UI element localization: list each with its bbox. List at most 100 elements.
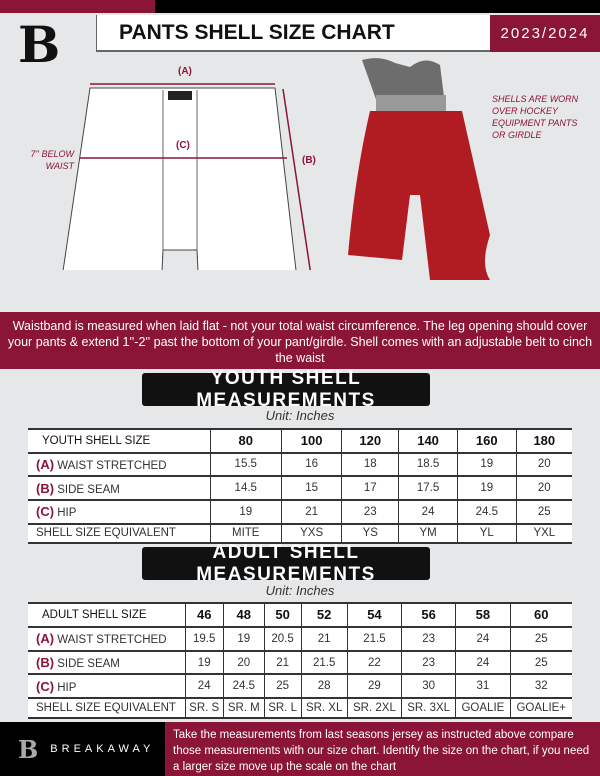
table-cell: 21.5: [300, 650, 348, 676]
table-cell: 29: [346, 674, 402, 700]
row-letter: (C): [36, 504, 55, 520]
table-cell: 19: [184, 650, 224, 676]
table-cell: 24.5: [456, 499, 517, 525]
size-label: YOUTH SHELL SIZE: [28, 428, 210, 454]
table-cell: YM: [398, 523, 458, 544]
table-cell: 23: [341, 499, 399, 525]
table-cell: 17.5: [398, 476, 458, 501]
row-name: HIP: [57, 507, 77, 520]
table-cell: 20: [222, 650, 265, 676]
size-header: 50: [263, 602, 301, 628]
table-cell: 18.5: [398, 452, 458, 478]
row-name: WAIST STRETCHED: [57, 459, 167, 472]
table-cell: 23: [401, 650, 456, 676]
table-cell: 15.5: [209, 452, 282, 478]
table-cell: 20: [515, 452, 572, 478]
table-row: (C) HIP 19 21 23 24 24.5 25: [28, 499, 572, 525]
table-cell: 19.5: [184, 626, 224, 652]
table-cell: 24.5: [222, 674, 265, 700]
row-letter: (B): [36, 480, 55, 496]
row-label: (C) HIP: [28, 499, 210, 525]
row-name: WAIST STRETCHED: [57, 634, 167, 647]
size-header: 80: [209, 428, 282, 454]
table-cell: YL: [456, 523, 517, 544]
table-cell: YXS: [280, 523, 342, 544]
size-header: 52: [300, 602, 348, 628]
table-cell: GOALIE+: [509, 698, 572, 719]
header-row: ADULT SHELL SIZE 46 48 50 52 54 56 58 60: [28, 602, 572, 628]
row-letter: (A): [36, 631, 55, 647]
row-label: (C) HIP: [28, 674, 185, 700]
table-cell: 16: [280, 452, 342, 478]
label-c: (C): [176, 140, 190, 151]
hip-note: 7'' BELOW WAIST: [30, 149, 74, 171]
row-letter: (C): [36, 678, 55, 694]
buckle-icon: [168, 91, 192, 100]
row-label: (B) SIDE SEAM: [28, 650, 185, 676]
row-name: SHELL SIZE EQUIVALENT: [36, 527, 176, 540]
table-cell: 14.5: [209, 476, 282, 501]
adult-table: ADULT SHELL SIZE 46 48 50 52 54 56 58 60 (A) WAIS…: [28, 602, 572, 719]
breakaway-logo-icon: B: [18, 734, 39, 764]
footer-instructions: Take the measurements from last seasons …: [165, 722, 600, 776]
row-name: SIDE SEAM: [57, 483, 120, 496]
table-cell: 25: [509, 650, 572, 676]
size-header: 56: [401, 602, 456, 628]
table-cell: SR. S: [184, 698, 224, 719]
table-row: SHELL SIZE EQUIVALENT SR. S SR. M SR. L SR. …: [28, 698, 572, 719]
row-label: (A) WAIST STRETCHED: [28, 626, 185, 652]
table-cell: 21.5: [346, 626, 402, 652]
table-row: (B) SIDE SEAM 14.5 15 17 17.5 19 20: [28, 476, 572, 501]
table-cell: 21: [263, 650, 301, 676]
row-name: HIP: [57, 681, 77, 694]
table-row: (C) HIP 24 24.5 25 28 29 30 31 32: [28, 674, 572, 700]
table-cell: SR. M: [222, 698, 265, 719]
row-letter: (B): [36, 655, 55, 671]
row-label: (B) SIDE SEAM: [28, 476, 210, 501]
size-header: 180: [515, 428, 572, 454]
size-header: 58: [455, 602, 511, 628]
breakaway-logo: B: [18, 15, 61, 74]
table-row: (A) WAIST STRETCHED 19.5 19 20.5 21 21.5 23 24 2…: [28, 626, 572, 652]
row-label: (A) WAIST STRETCHED: [28, 452, 210, 478]
youth-banner: YOUTH SHELL MEASUREMENTS: [142, 368, 430, 411]
table-cell: 20.5: [263, 626, 301, 652]
table-cell: GOALIE: [455, 698, 511, 719]
youth-unit: Unit: Inches: [265, 408, 335, 423]
table-cell: 24: [455, 626, 511, 652]
row-name: SIDE SEAM: [57, 658, 120, 671]
header-row: YOUTH SHELL SIZE 80 100 120 140 160 180: [28, 428, 572, 454]
table-cell: 17: [341, 476, 399, 501]
table-cell: 25: [263, 674, 301, 700]
table-cell: 15: [280, 476, 342, 501]
size-header: 160: [456, 428, 517, 454]
row-label: SHELL SIZE EQUIVALENT: [28, 523, 210, 544]
table-row: SHELL SIZE EQUIVALENT MITE YXS YS YM YL YXL: [28, 523, 572, 544]
table-cell: SR. XL: [300, 698, 348, 719]
table-cell: 25: [509, 626, 572, 652]
table-cell: 30: [401, 674, 456, 700]
footer-brand: B BREAKAWAY: [0, 722, 165, 776]
table-cell: SR. L: [263, 698, 301, 719]
brand-name: BREAKAWAY: [50, 743, 155, 755]
table-cell: 24: [398, 499, 458, 525]
table-cell: YS: [341, 523, 399, 544]
size-header: 48: [222, 602, 265, 628]
table-cell: MITE: [209, 523, 282, 544]
adult-banner: ADULT SHELL MEASUREMENTS: [142, 542, 430, 585]
table-cell: 24: [184, 674, 224, 700]
pants-diagram: [62, 83, 311, 270]
table-cell: SR. 3XL: [401, 698, 456, 719]
table-cell: 21: [300, 626, 348, 652]
table-cell: 31: [455, 674, 511, 700]
table-cell: 28: [300, 674, 348, 700]
table-cell: 19: [456, 476, 517, 501]
table-cell: 25: [515, 499, 572, 525]
table-cell: 20: [515, 476, 572, 501]
table-cell: 23: [401, 626, 456, 652]
measurement-info: Waistband is measured when laid flat - n…: [0, 312, 600, 369]
row-label: SHELL SIZE EQUIVALENT: [28, 698, 185, 719]
table-cell: YXL: [515, 523, 572, 544]
season-badge: 2023/2024: [490, 15, 600, 52]
table-cell: 21: [280, 499, 342, 525]
